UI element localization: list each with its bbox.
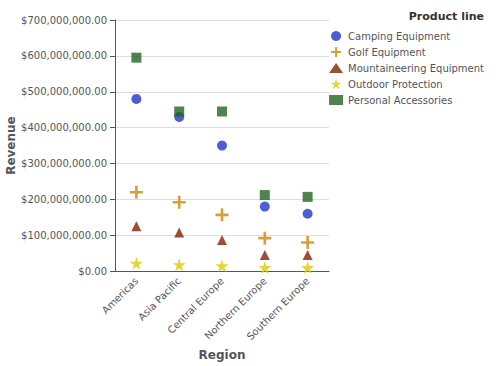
svg-text:Americas: Americas	[100, 275, 141, 316]
svg-text:$300,000,000.00: $300,000,000.00	[21, 158, 107, 169]
svg-text:$400,000,000.00: $400,000,000.00	[21, 122, 107, 133]
svg-text:$700,000,000.00: $700,000,000.00	[21, 15, 107, 26]
svg-text:Asia Pacific: Asia Pacific	[136, 275, 183, 322]
svg-text:Camping Equipment: Camping Equipment	[348, 31, 450, 42]
svg-text:$200,000,000.00: $200,000,000.00	[21, 194, 107, 205]
svg-text:Personal Accessories: Personal Accessories	[348, 95, 452, 106]
svg-text:Southern Europe: Southern Europe	[245, 275, 312, 342]
svg-text:Outdoor Protection: Outdoor Protection	[348, 79, 443, 90]
svg-text:Golf Equipment: Golf Equipment	[348, 47, 426, 58]
svg-text:Product line: Product line	[409, 10, 484, 23]
svg-text:Central Europe: Central Europe	[165, 275, 226, 336]
svg-text:Northern Europe: Northern Europe	[202, 275, 269, 342]
svg-text:Region: Region	[199, 348, 246, 362]
svg-text:Mountaineering Equipment: Mountaineering Equipment	[348, 63, 484, 74]
svg-text:$500,000,000.00: $500,000,000.00	[21, 86, 107, 97]
svg-text:$0.00: $0.00	[78, 266, 107, 277]
svg-text:$100,000,000.00: $100,000,000.00	[21, 230, 107, 241]
svg-text:$600,000,000.00: $600,000,000.00	[21, 50, 107, 61]
svg-text:Revenue: Revenue	[4, 116, 18, 175]
